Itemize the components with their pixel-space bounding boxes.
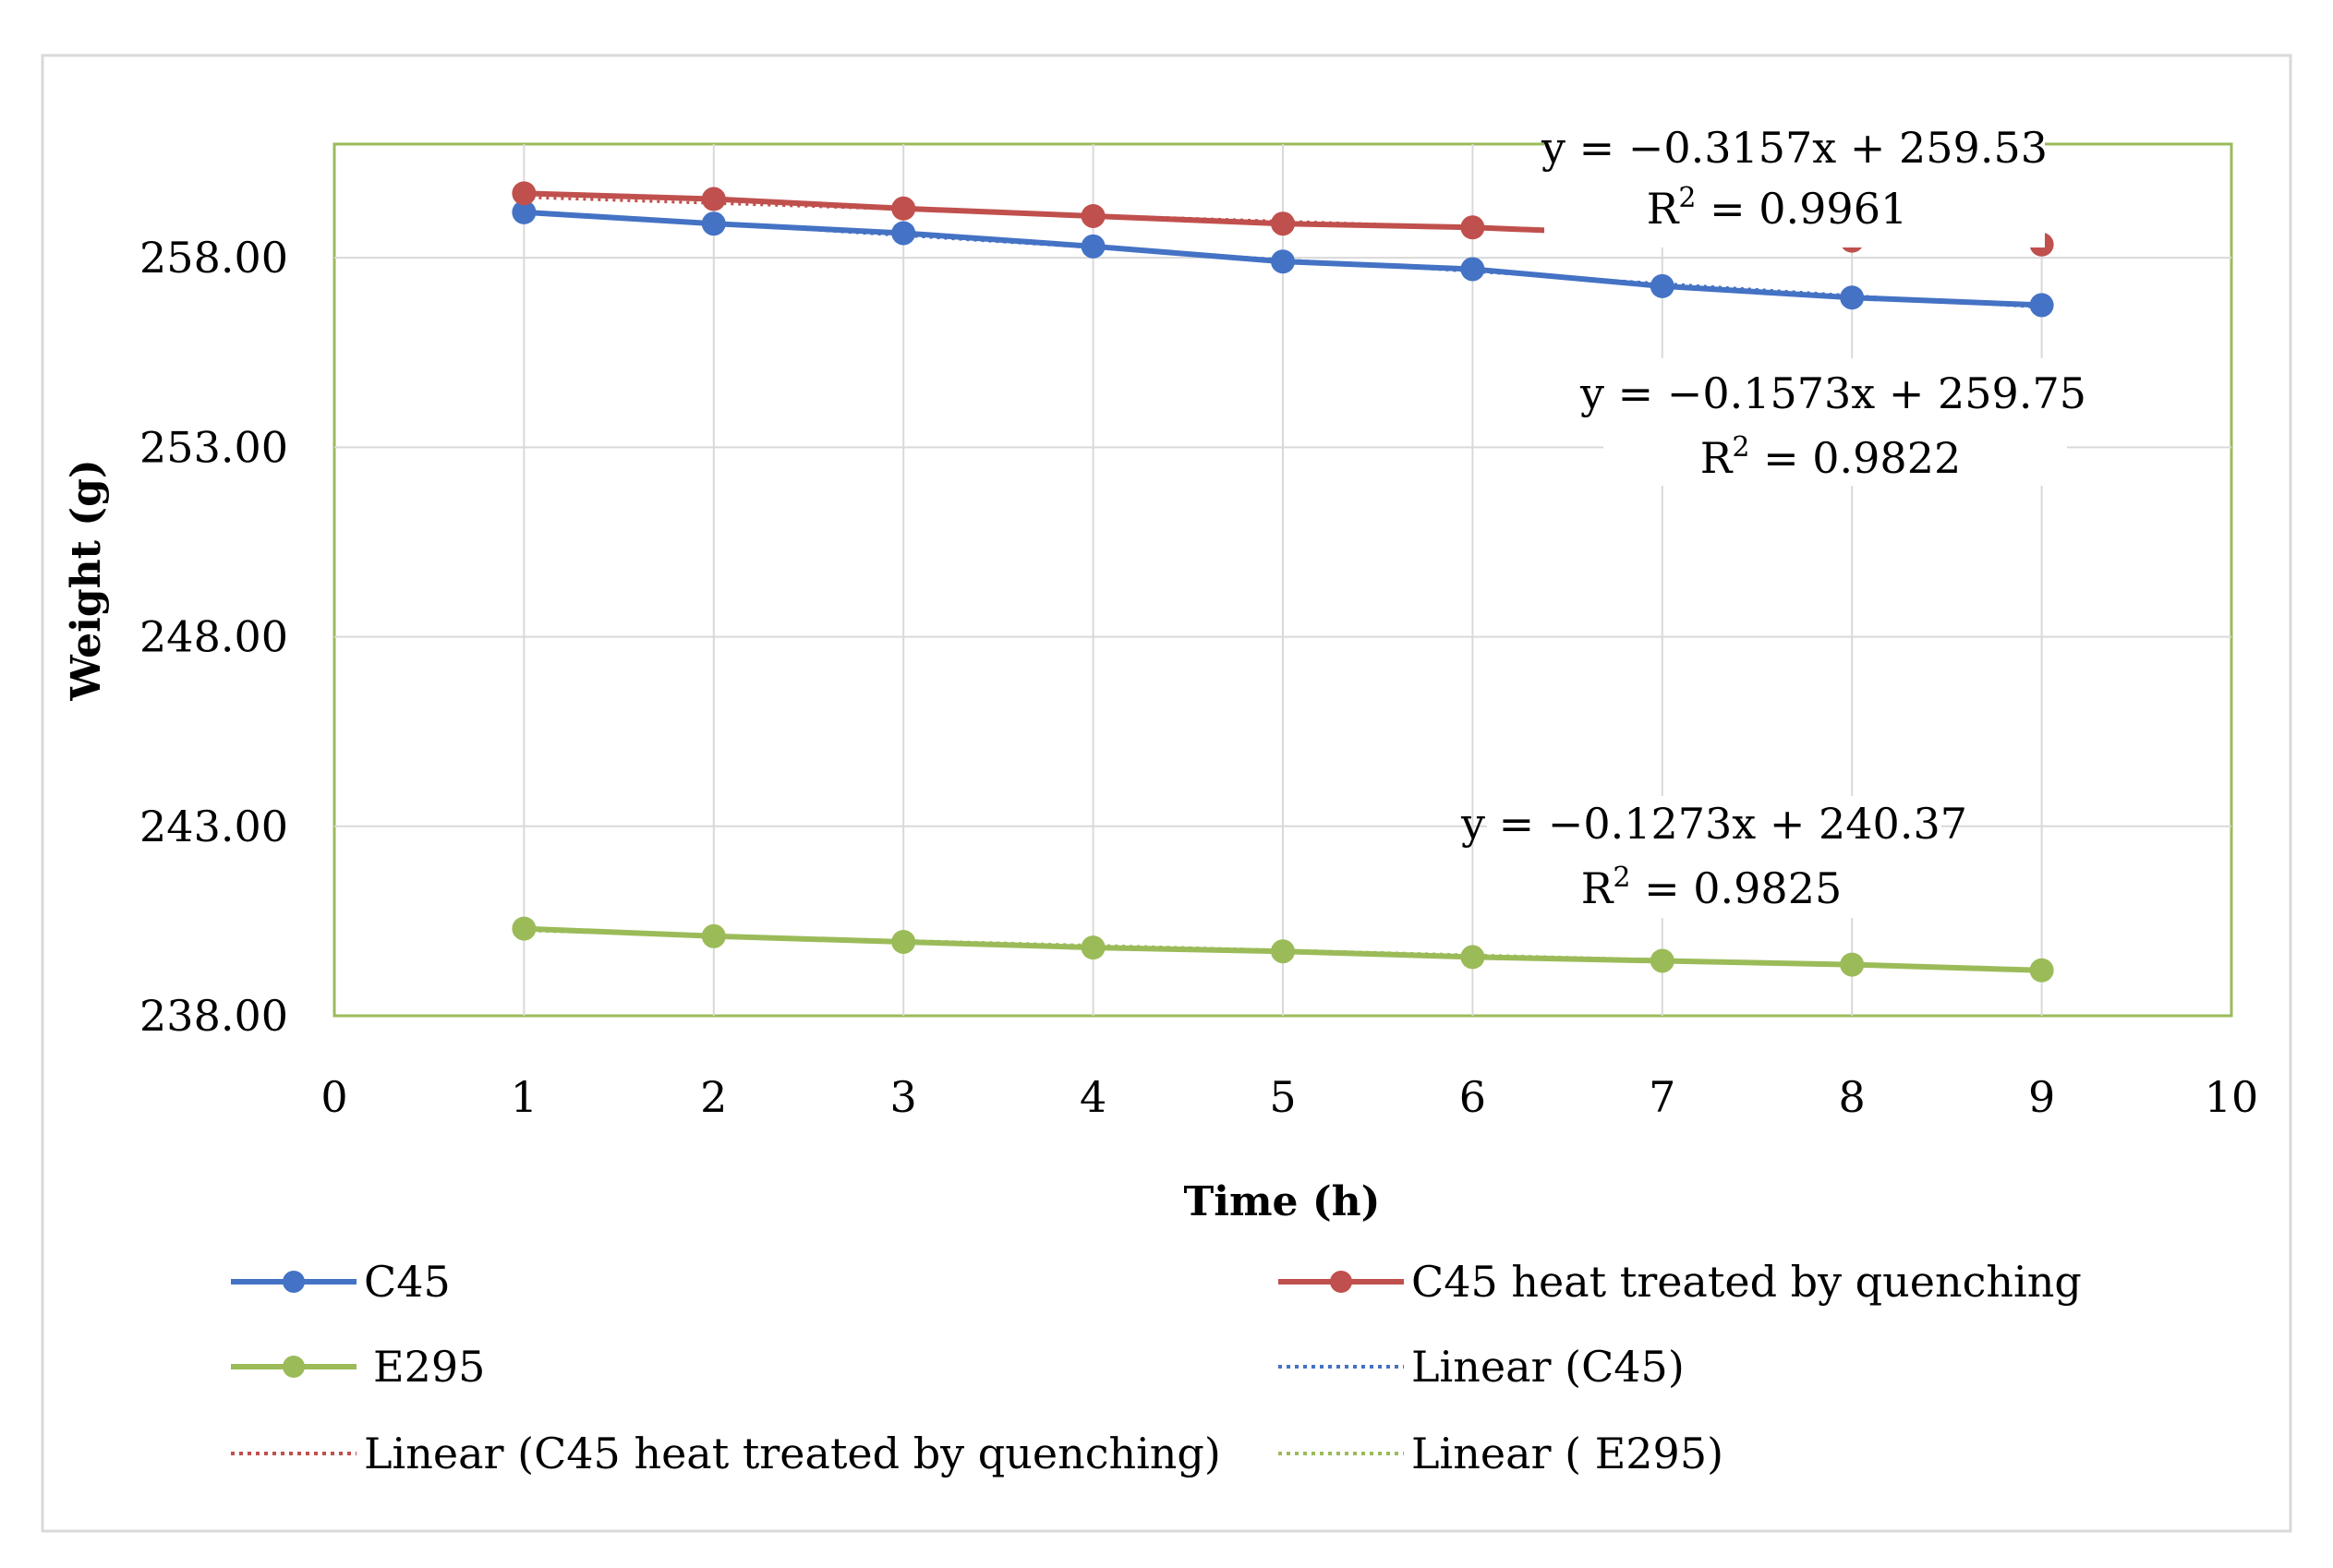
x-tick-label: 7 <box>1649 1072 1675 1122</box>
x-tick-label: 10 <box>2205 1072 2259 1122</box>
y-axis-ticks: 238.00 243.00 248.00 253.00 258.00 <box>139 233 288 1041</box>
data-point-c45 <box>1840 285 1865 310</box>
data-point-e295 <box>701 923 726 948</box>
data-point-c45-heat-treated-by-quenching <box>701 187 726 211</box>
data-point-c45 <box>891 221 916 246</box>
data-point-e295 <box>1271 939 1295 964</box>
data-point-e295 <box>1460 945 1485 970</box>
data-point-c45 <box>1650 273 1674 298</box>
data-point-c45-heat-treated-by-quenching <box>1460 215 1485 240</box>
legend-label-e295: E295 <box>373 1342 485 1392</box>
r2-e295: R2 = 0.9825 <box>1581 862 1842 913</box>
x-tick-label: 5 <box>1269 1072 1296 1122</box>
chart-frame <box>41 54 2292 1533</box>
x-tick-label: 0 <box>320 1072 347 1122</box>
r2-c45: R2 = 0.9961 <box>1647 182 1907 234</box>
data-point-c45-heat-treated-by-quenching <box>1081 203 1106 228</box>
data-point-c45 <box>512 199 537 224</box>
x-tick-label: 3 <box>890 1072 917 1122</box>
data-point-c45 <box>1271 249 1295 274</box>
data-point-c45 <box>1460 257 1485 282</box>
legend: C45 C45 heat treated by quenching E295 L… <box>231 1257 2082 1478</box>
legend-label-linear-e295: Linear ( E295) <box>1411 1429 1723 1478</box>
legend-item-linear-e295: Linear ( E295) <box>1278 1429 1723 1478</box>
x-tick-label: 8 <box>1839 1072 1866 1122</box>
equation-label-c45: y = −0.3157x + 259.53 R2 = 0.9961 <box>1541 123 2048 247</box>
data-point-e295 <box>1840 952 1865 977</box>
data-point-c45-heat-treated-by-quenching <box>512 181 537 206</box>
equation-c45: y = −0.3157x + 259.53 <box>1541 123 2048 173</box>
equation-label-e295: y = −0.1273x + 240.37 R2 = 0.9825 <box>1460 796 1967 918</box>
legend-label-c45: C45 <box>364 1257 451 1307</box>
data-point-c45-heat-treated-by-quenching <box>891 196 916 221</box>
x-tick-label: 9 <box>2028 1072 2055 1122</box>
equation-label-c45-quenched: y = −0.1573x + 259.75 R2 = 0.9822 <box>1579 358 2086 486</box>
x-tick-label: 1 <box>511 1072 538 1122</box>
x-tick-label: 4 <box>1080 1072 1106 1122</box>
x-axis-ticks: 0 1 2 3 4 5 6 7 8 9 10 <box>320 1072 2258 1122</box>
legend-item-c45-quenched: C45 heat treated by quenching <box>1278 1257 2082 1307</box>
legend-label-c45-quenched: C45 heat treated by quenching <box>1411 1257 2082 1307</box>
y-tick-label: 248.00 <box>139 612 288 662</box>
data-point-e295 <box>512 916 537 941</box>
data-point-e295 <box>891 929 916 954</box>
legend-item-linear-c45-quenched: Linear (C45 heat treated by quenching) <box>231 1429 1221 1478</box>
legend-label-linear-c45-quenched: Linear (C45 heat treated by quenching) <box>364 1429 1221 1478</box>
legend-label-linear-c45: Linear (C45) <box>1411 1342 1685 1392</box>
legend-item-linear-c45: Linear (C45) <box>1278 1342 1685 1392</box>
data-point-e295 <box>1650 948 1674 973</box>
y-tick-label: 253.00 <box>139 422 288 472</box>
legend-item-e295: E295 <box>231 1342 485 1392</box>
equation-c45-quenched: y = −0.1573x + 259.75 <box>1579 368 2086 418</box>
r2-c45-quenched: R2 = 0.9822 <box>1700 431 1961 483</box>
x-tick-label: 2 <box>700 1072 727 1122</box>
data-point-c45 <box>2029 293 2054 318</box>
equation-e295: y = −0.1273x + 240.37 <box>1460 799 1967 849</box>
data-point-e295 <box>1081 935 1106 960</box>
x-axis-title: Time (h) <box>1184 1178 1381 1225</box>
y-tick-label: 243.00 <box>139 802 288 851</box>
y-tick-label: 238.00 <box>139 991 288 1041</box>
x-tick-label: 6 <box>1459 1072 1486 1122</box>
y-tick-label: 258.00 <box>139 233 288 283</box>
data-point-c45-heat-treated-by-quenching <box>1271 211 1295 236</box>
y-axis-title: Weight (g) <box>63 459 110 701</box>
data-point-e295 <box>2029 958 2054 983</box>
data-point-c45 <box>701 211 726 236</box>
legend-item-c45: C45 <box>231 1257 451 1307</box>
data-point-c45 <box>1081 234 1106 259</box>
